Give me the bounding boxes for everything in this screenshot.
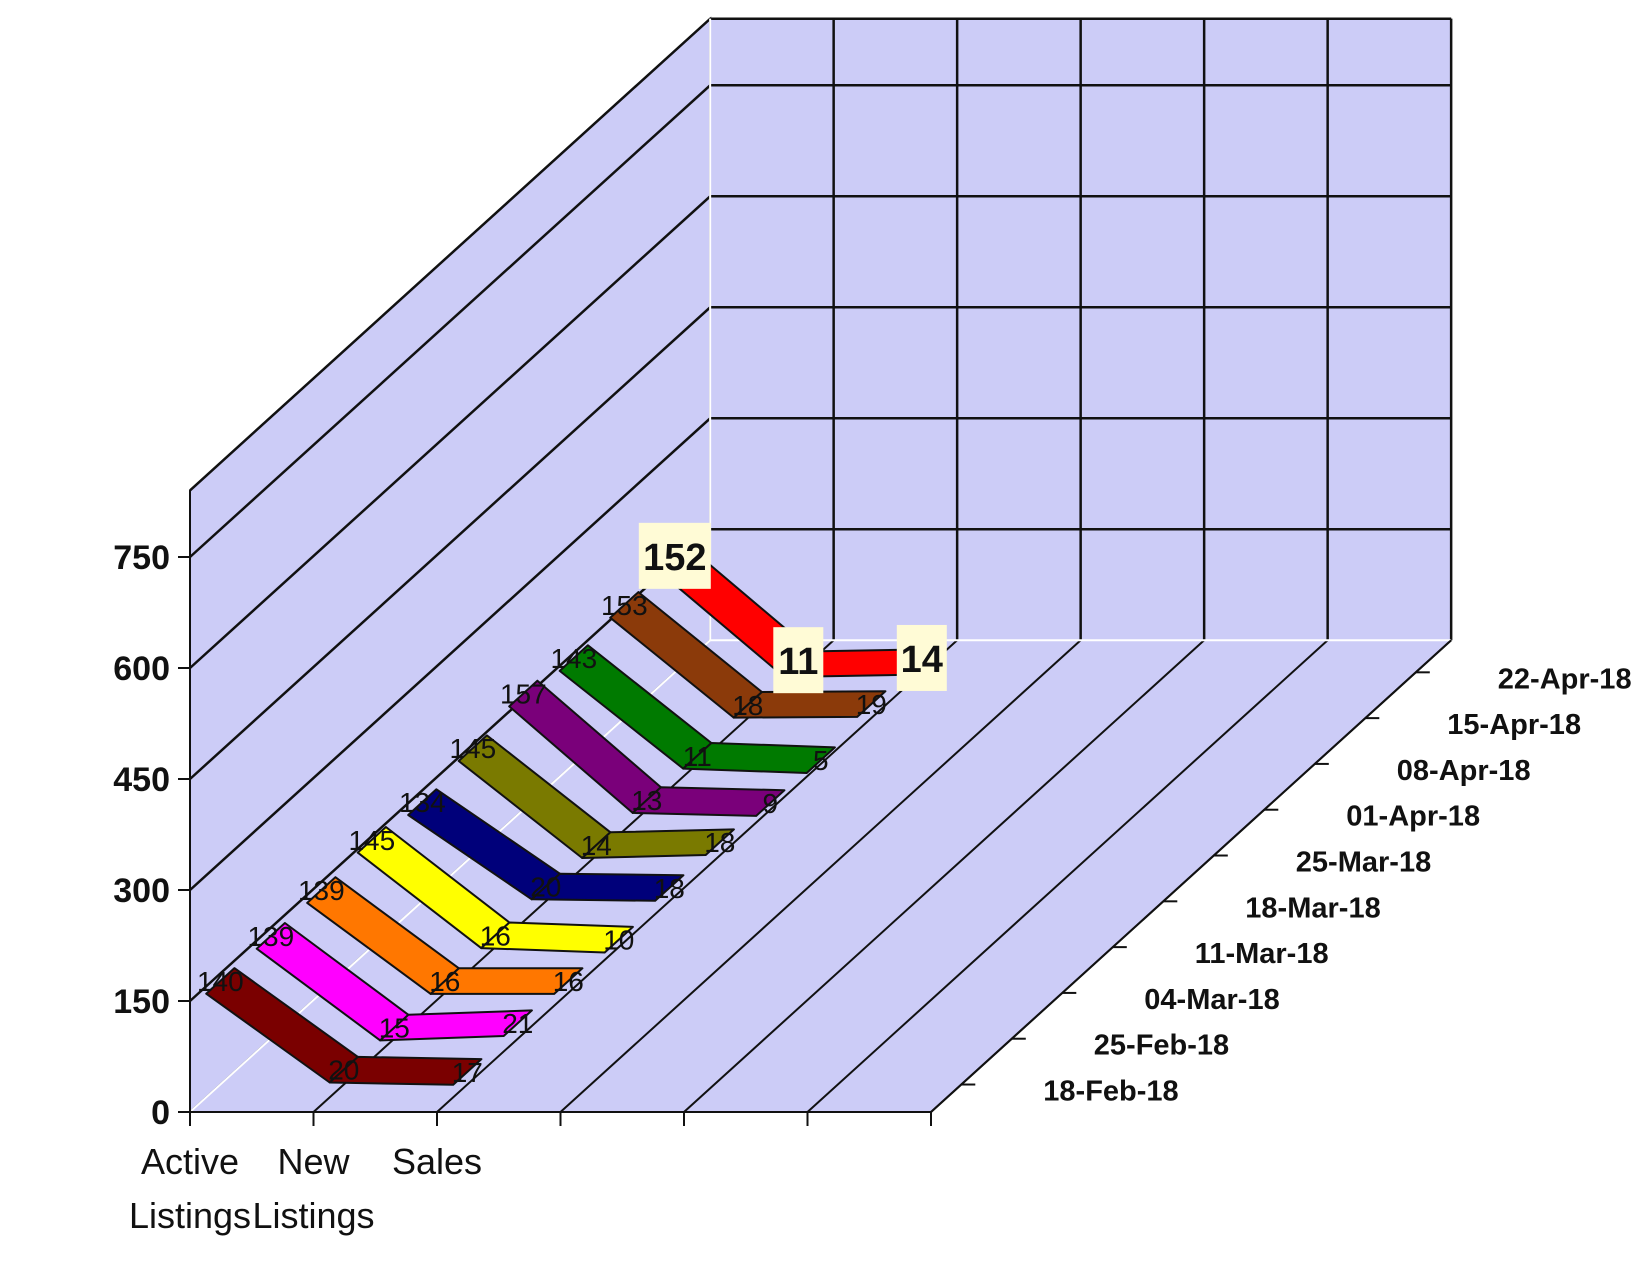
ribbon-segment <box>682 742 836 774</box>
ribbon-segment <box>379 1009 533 1042</box>
series-label: 18-Mar-18 <box>1245 892 1380 924</box>
series-ribbon-25-Mar-18 <box>457 734 735 859</box>
data-label: 17 <box>452 1057 483 1088</box>
data-label: 11 <box>778 641 818 683</box>
series-ribbon-04-Mar-18 <box>306 876 584 995</box>
category-label: Sales <box>392 1141 482 1182</box>
series-ribbon-08-Apr-18 <box>558 644 836 774</box>
data-label: 157 <box>500 679 547 710</box>
data-label: 20 <box>530 872 561 903</box>
data-label: 140 <box>197 966 244 997</box>
data-label: 14 <box>901 639 943 681</box>
data-label: 19 <box>856 689 887 720</box>
data-label: 18 <box>732 690 763 721</box>
series-label: 25-Mar-18 <box>1296 847 1431 879</box>
series-label: 08-Apr-18 <box>1397 755 1531 787</box>
data-label: 139 <box>247 921 294 952</box>
series-label: 22-Apr-18 <box>1498 663 1632 695</box>
series-ribbon-11-Mar-18 <box>356 826 634 954</box>
z-axis-line <box>930 639 1452 1113</box>
floor-line-2 <box>436 639 958 1113</box>
series-label: 04-Mar-18 <box>1144 984 1279 1016</box>
series-label: 11-Mar-18 <box>1195 938 1329 970</box>
data-label: 16 <box>553 966 584 997</box>
floor-line-4 <box>683 639 1205 1113</box>
chart-axes: 0 150 300 450 600 750 Active Listings New Listing… <box>113 490 1632 1236</box>
ribbon-segment <box>732 690 887 719</box>
data-label: 14 <box>581 830 612 861</box>
series-ribbon-01-Apr-18 <box>508 679 786 817</box>
y-tick-label: 750 <box>113 539 170 577</box>
series-ribbon-18-Feb-18 <box>205 967 483 1086</box>
category-label: New <box>277 1141 350 1182</box>
ribbon-segment <box>429 967 584 995</box>
data-label: 15 <box>379 1013 410 1044</box>
data-label: 139 <box>298 875 345 906</box>
data-label: 16 <box>480 920 511 951</box>
data-label: 143 <box>550 643 597 674</box>
chart-series <box>205 546 937 1086</box>
y-tick-label: 600 <box>113 650 170 688</box>
ribbon-segment <box>530 872 685 902</box>
category-label: Active <box>141 1141 239 1182</box>
data-label-box <box>896 624 947 691</box>
ribbon-segment <box>631 786 786 817</box>
floor-line-3 <box>559 639 1082 1113</box>
series-ribbon-18-Mar-18 <box>407 788 685 902</box>
series-label: 18-Feb-18 <box>1043 1076 1178 1108</box>
y-tick-label: 0 <box>151 1094 170 1132</box>
series-label: 15-Apr-18 <box>1447 709 1581 741</box>
data-label: 152 <box>643 537 706 579</box>
data-label: 18 <box>704 827 735 858</box>
data-label: 145 <box>348 825 395 856</box>
series-label: 25-Feb-18 <box>1094 1030 1229 1062</box>
floor-line-5 <box>806 639 1329 1113</box>
data-label: 21 <box>502 1008 533 1039</box>
y-tick-label: 150 <box>113 983 170 1021</box>
y-tick-label: 300 <box>113 872 170 910</box>
data-label: 16 <box>429 966 460 997</box>
data-label: 9 <box>763 788 779 819</box>
data-label: 145 <box>449 733 496 764</box>
data-label: 18 <box>654 873 685 904</box>
data-label: 5 <box>813 745 829 776</box>
series-label: 01-Apr-18 <box>1346 801 1480 833</box>
data-label: 10 <box>603 925 634 956</box>
series-ribbon-25-Feb-18 <box>255 922 533 1042</box>
data-label: 20 <box>328 1055 359 1086</box>
data-label: 13 <box>631 785 662 816</box>
series-ribbon-15-Apr-18 <box>609 591 887 719</box>
data-label-box <box>638 522 711 589</box>
category-label: Listings <box>252 1195 374 1236</box>
data-label-box <box>773 627 824 694</box>
data-label: 153 <box>601 590 648 621</box>
data-label: 134 <box>399 787 446 818</box>
ribbon-segment <box>480 921 634 954</box>
y-tick-label: 450 <box>113 761 170 799</box>
ribbon-segment <box>328 1055 483 1086</box>
ribbon-segment <box>581 828 735 859</box>
category-label: Listings <box>129 1195 251 1236</box>
data-label: 11 <box>683 741 712 772</box>
